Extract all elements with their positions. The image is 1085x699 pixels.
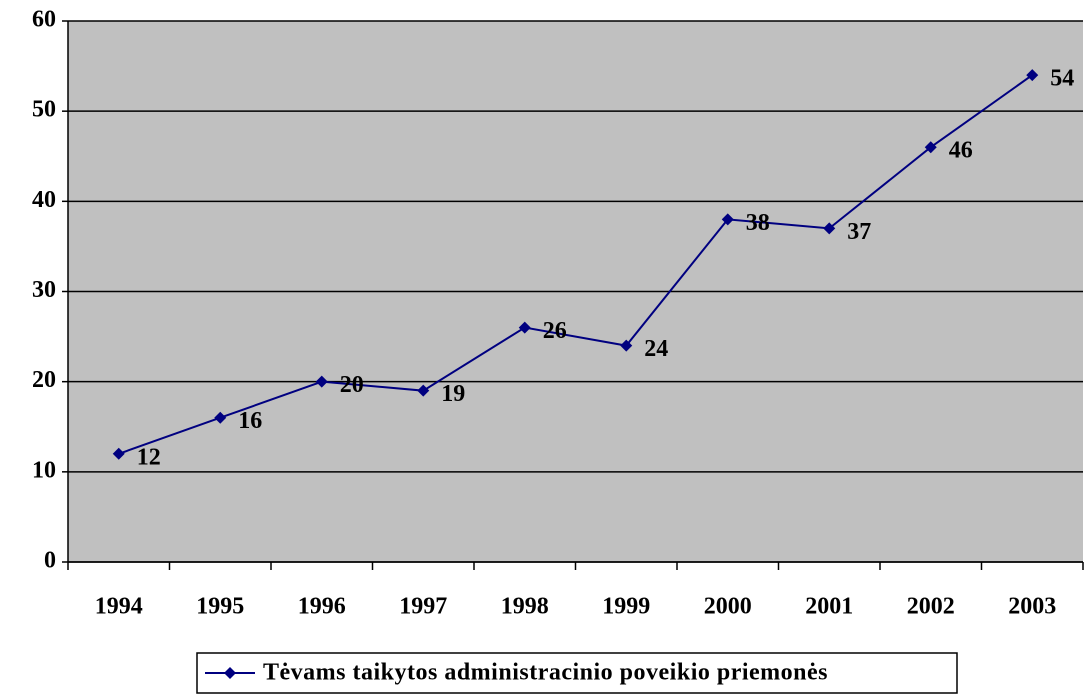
x-tick-label: 2003	[1008, 594, 1056, 620]
series-line	[118, 74, 1033, 455]
data-label: 46	[949, 138, 973, 164]
x-tick-label: 1994	[95, 594, 143, 620]
data-label: 12	[137, 444, 161, 470]
marker	[518, 321, 531, 334]
x-tick-label: 1997	[399, 594, 447, 620]
data-label: 16	[238, 408, 262, 434]
marker	[315, 375, 328, 388]
y-tick-label: 60	[32, 7, 56, 33]
x-tick-label: 2002	[907, 594, 955, 620]
x-tick-label: 1999	[602, 594, 650, 620]
x-tick-label: 2000	[704, 594, 752, 620]
x-tick-label: 1996	[298, 594, 346, 620]
y-tick-label: 30	[32, 277, 56, 303]
x-tick-label: 1998	[501, 594, 549, 620]
data-label: 37	[847, 219, 871, 245]
data-label: 24	[644, 336, 668, 362]
marker	[823, 222, 836, 235]
x-tick-label: 2001	[805, 594, 853, 620]
y-tick-label: 10	[32, 457, 56, 483]
data-label: 19	[441, 381, 465, 407]
marker	[620, 339, 633, 352]
data-label: 38	[746, 210, 770, 236]
legend-marker	[224, 667, 236, 679]
data-label: 20	[340, 372, 364, 398]
y-tick-label: 0	[44, 548, 56, 574]
marker	[721, 213, 734, 226]
y-tick-label: 20	[32, 367, 56, 393]
data-label: 54	[1050, 66, 1074, 92]
marker	[214, 411, 227, 424]
x-tick-label: 1995	[196, 594, 244, 620]
marker	[1026, 69, 1039, 82]
legend-box	[196, 652, 958, 694]
data-label: 26	[543, 318, 567, 344]
marker	[924, 141, 937, 154]
legend-label: Tėvams taikytos administracinio poveikio…	[263, 660, 828, 686]
y-tick-label: 50	[32, 97, 56, 123]
y-tick-label: 40	[32, 187, 56, 213]
marker	[112, 447, 125, 460]
marker	[417, 384, 430, 397]
